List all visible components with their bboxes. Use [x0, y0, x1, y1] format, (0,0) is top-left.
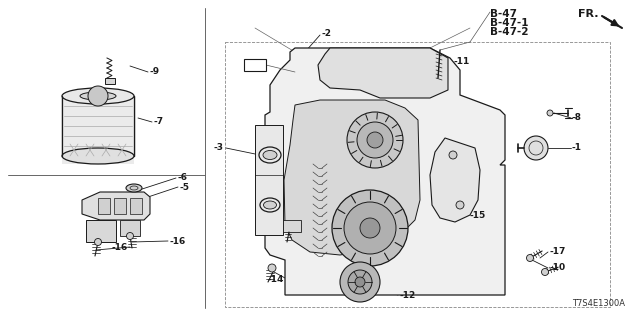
Bar: [130, 198, 142, 214]
Text: -14: -14: [268, 275, 284, 284]
Text: -17: -17: [549, 247, 565, 257]
Bar: [86, 220, 116, 242]
Bar: [283, 220, 301, 232]
Circle shape: [355, 277, 365, 287]
Text: -9: -9: [150, 68, 160, 76]
Ellipse shape: [126, 184, 142, 192]
Bar: [255, 125, 283, 235]
Bar: [114, 198, 126, 214]
Text: -5: -5: [179, 182, 189, 191]
Circle shape: [340, 262, 380, 302]
Ellipse shape: [264, 201, 276, 209]
Text: -13: -13: [311, 228, 327, 237]
Circle shape: [332, 190, 408, 266]
Text: E-8: E-8: [248, 60, 266, 70]
Text: -8: -8: [572, 114, 582, 123]
Polygon shape: [284, 100, 420, 255]
Text: -16: -16: [169, 236, 185, 245]
Ellipse shape: [260, 198, 280, 212]
Circle shape: [348, 270, 372, 294]
Circle shape: [360, 218, 380, 238]
Circle shape: [547, 110, 553, 116]
Text: -4: -4: [406, 143, 416, 153]
Text: -16: -16: [112, 243, 128, 252]
Bar: [120, 220, 140, 236]
Circle shape: [268, 264, 276, 272]
Circle shape: [524, 136, 548, 160]
Text: -3: -3: [214, 143, 224, 153]
Text: -10: -10: [549, 263, 565, 273]
Circle shape: [541, 268, 548, 276]
Text: T7S4E1300A: T7S4E1300A: [572, 299, 625, 308]
Circle shape: [357, 122, 393, 158]
Circle shape: [456, 201, 464, 209]
Circle shape: [449, 151, 457, 159]
Text: E-8: E-8: [248, 60, 266, 70]
Circle shape: [344, 202, 396, 254]
Ellipse shape: [62, 88, 134, 104]
Bar: [244, 59, 266, 71]
Polygon shape: [430, 138, 480, 222]
Text: B-47-2: B-47-2: [490, 27, 529, 37]
Ellipse shape: [259, 147, 281, 163]
Bar: [105, 78, 115, 84]
Ellipse shape: [80, 92, 116, 100]
Bar: [62, 96, 134, 164]
Bar: [98, 198, 110, 214]
Text: -1: -1: [572, 143, 582, 153]
Circle shape: [347, 112, 403, 168]
Text: FR.: FR.: [578, 9, 598, 19]
Text: -15: -15: [469, 211, 485, 220]
Text: -6: -6: [177, 173, 187, 182]
Circle shape: [367, 132, 383, 148]
Text: -11: -11: [453, 58, 469, 67]
Text: B-47-1: B-47-1: [490, 18, 529, 28]
Circle shape: [95, 238, 102, 245]
Bar: [225, 42, 610, 307]
Polygon shape: [318, 48, 448, 98]
Ellipse shape: [62, 148, 134, 164]
Circle shape: [527, 254, 534, 261]
Text: -12: -12: [399, 291, 415, 300]
Circle shape: [127, 233, 134, 239]
Text: -7: -7: [154, 117, 164, 126]
Circle shape: [88, 86, 108, 106]
Polygon shape: [265, 48, 505, 295]
Polygon shape: [82, 192, 150, 220]
Ellipse shape: [263, 150, 277, 159]
Text: B-47: B-47: [490, 9, 517, 19]
Text: -2: -2: [321, 29, 331, 38]
